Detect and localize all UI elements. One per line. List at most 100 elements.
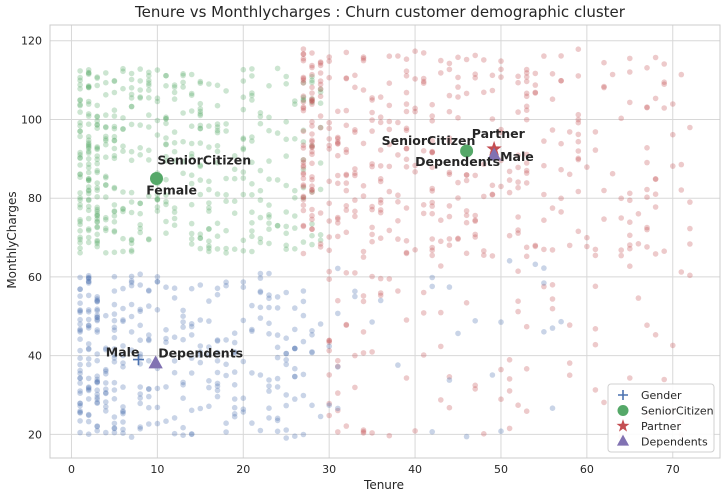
data-point — [85, 239, 92, 246]
data-point — [463, 219, 470, 226]
data-point — [558, 53, 564, 59]
data-point — [678, 187, 685, 193]
data-point — [515, 164, 521, 171]
data-point — [266, 220, 272, 226]
data-point — [137, 94, 143, 100]
data-point — [128, 279, 135, 286]
data-point — [120, 68, 126, 75]
data-point — [77, 221, 83, 228]
data-point — [94, 238, 100, 245]
data-point — [266, 202, 272, 208]
data-point — [300, 312, 307, 319]
data-point — [317, 113, 324, 119]
data-point — [137, 337, 143, 344]
data-point — [223, 121, 229, 127]
data-point — [274, 332, 281, 338]
data-point — [94, 213, 100, 219]
x-tick-labels: 0 10 20 30 40 50 60 70 — [68, 463, 680, 476]
data-point — [300, 128, 307, 135]
data-point — [498, 428, 504, 435]
data-point — [180, 307, 186, 314]
data-point — [549, 296, 556, 302]
data-point — [541, 217, 547, 223]
data-point — [283, 435, 290, 441]
data-point — [317, 78, 324, 84]
data-point — [240, 248, 247, 254]
data-point — [283, 246, 290, 252]
data-point — [111, 184, 118, 191]
data-point — [223, 420, 229, 427]
data-point — [85, 176, 92, 182]
data-point — [549, 96, 556, 102]
data-point — [403, 249, 410, 256]
data-point — [395, 199, 401, 205]
data-point — [455, 94, 461, 100]
data-point — [85, 375, 92, 382]
data-point — [463, 433, 470, 440]
data-point — [249, 220, 255, 226]
data-point — [257, 239, 264, 246]
legend-label: SeniorCitizen — [641, 405, 714, 418]
data-point — [214, 369, 221, 376]
data-point — [154, 132, 161, 138]
data-point — [103, 182, 109, 188]
data-point — [326, 268, 333, 275]
data-point — [661, 105, 667, 111]
data-point — [317, 89, 324, 95]
data-point — [111, 425, 118, 431]
data-point — [94, 373, 100, 380]
data-point — [446, 60, 453, 67]
data-point — [369, 238, 375, 245]
legend-marker-dependents — [616, 434, 630, 446]
data-point — [627, 99, 633, 106]
data-point — [292, 195, 298, 201]
data-point — [94, 297, 100, 304]
data-point — [635, 211, 642, 217]
data-point — [472, 218, 479, 224]
data-point — [120, 352, 126, 359]
data-point — [111, 229, 118, 235]
data-point — [369, 161, 375, 167]
data-point — [257, 120, 264, 127]
centroid-labels: Male DependentsSeniorCitizenFemaleSeniorC… — [106, 126, 534, 361]
data-point — [420, 75, 427, 82]
data-point — [343, 322, 350, 329]
data-point — [249, 181, 255, 187]
data-point — [300, 182, 307, 188]
data-point — [489, 182, 496, 189]
data-point — [661, 61, 667, 67]
data-point — [352, 213, 358, 220]
data-point — [515, 184, 521, 191]
data-point — [274, 428, 281, 435]
data-point — [283, 350, 290, 357]
data-point — [188, 241, 195, 247]
data-point — [472, 234, 479, 240]
data-point — [377, 200, 384, 206]
data-point — [223, 282, 229, 289]
data-point — [300, 80, 307, 86]
data-point — [223, 429, 229, 435]
data-point — [111, 77, 118, 84]
data-point — [137, 391, 143, 397]
data-point — [575, 138, 582, 145]
data-point — [249, 248, 255, 255]
data-point — [77, 380, 83, 386]
data-point — [231, 396, 238, 402]
data-point — [94, 329, 100, 335]
data-point — [85, 386, 92, 393]
data-point — [111, 396, 118, 402]
data-point — [249, 209, 255, 215]
data-point — [309, 96, 315, 102]
data-point — [335, 407, 341, 414]
data-point — [292, 365, 298, 372]
data-point — [395, 192, 401, 198]
data-point — [300, 77, 307, 83]
data-point — [326, 337, 333, 344]
data-point — [85, 346, 92, 353]
data-point — [300, 142, 307, 149]
data-point — [592, 283, 599, 290]
data-point — [446, 377, 453, 383]
data-point — [85, 142, 92, 149]
data-point — [386, 188, 393, 195]
data-point — [592, 326, 599, 332]
